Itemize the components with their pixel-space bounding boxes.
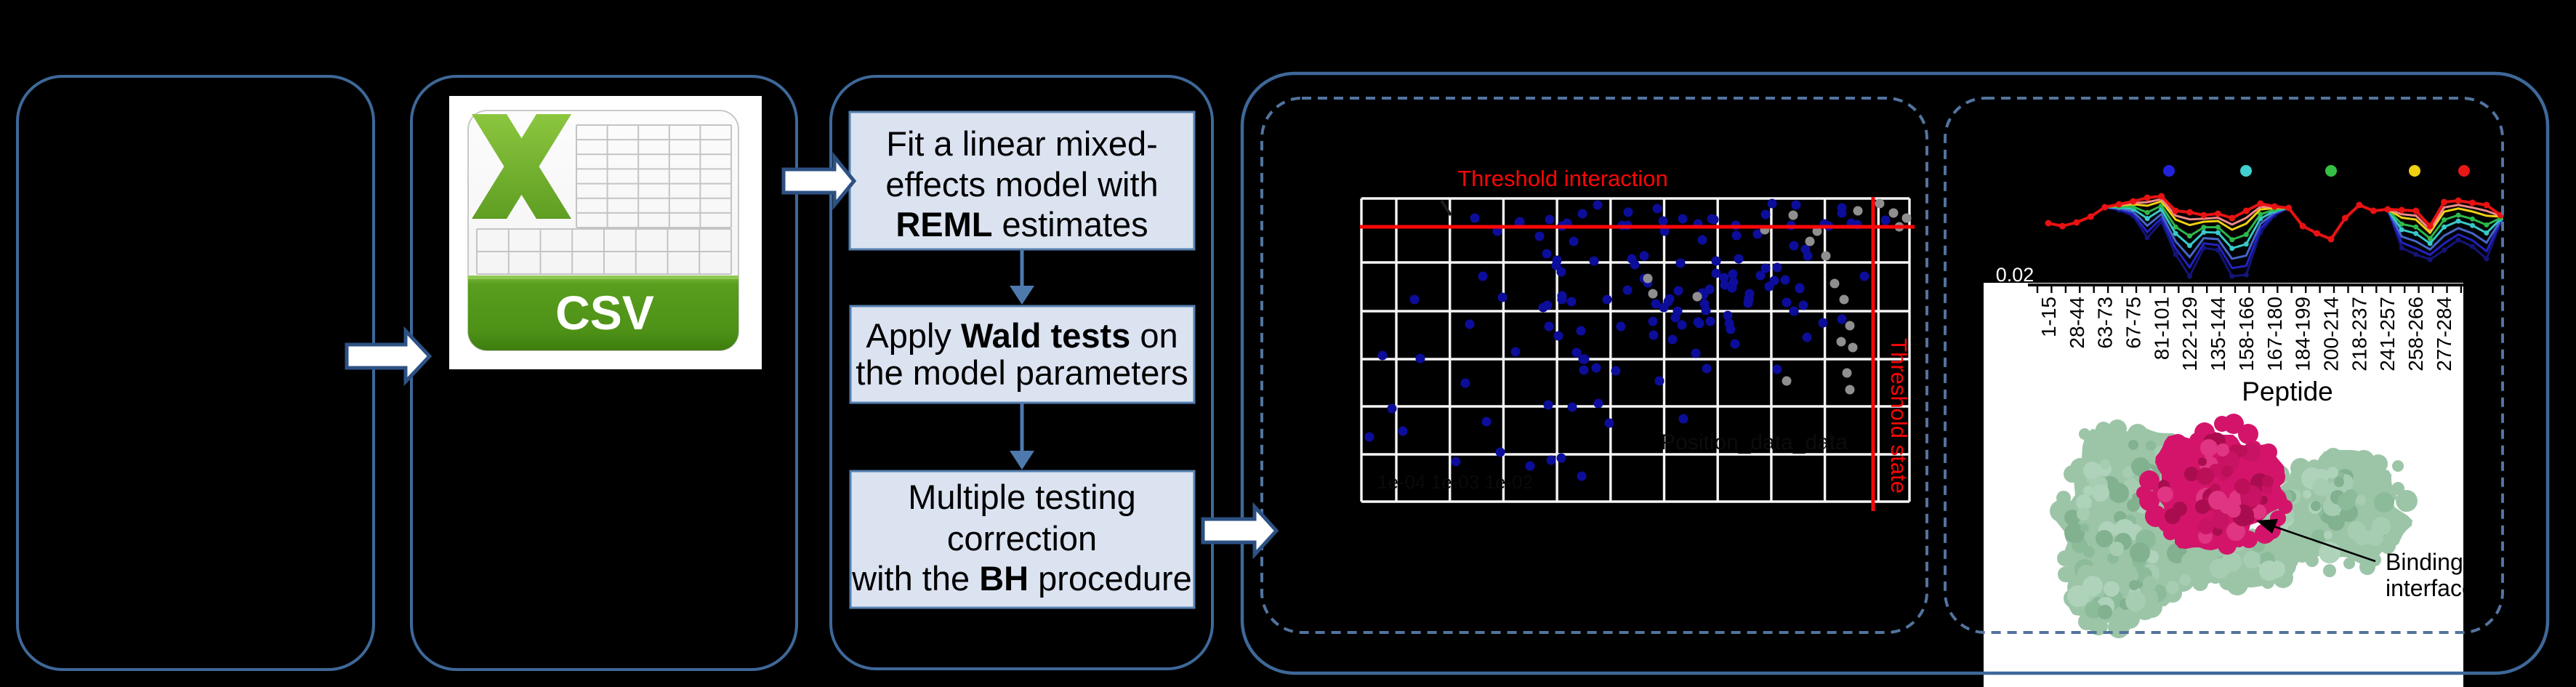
- svg-text:the model parameters: the model parameters: [856, 353, 1188, 392]
- svg-text:184-199: 184-199: [2292, 297, 2314, 371]
- svg-text:135-144: 135-144: [2207, 297, 2229, 371]
- svg-text:1-15: 1-15: [2037, 297, 2060, 337]
- svg-text:158-166: 158-166: [2235, 297, 2258, 371]
- svg-text:1e-04 1e-03 1e-02: 1e-04 1e-03 1e-02: [1377, 471, 1533, 493]
- svg-text:Apply Wald tests on: Apply Wald tests on: [866, 316, 1178, 355]
- svg-text:Peptide: Peptide: [2242, 377, 2333, 406]
- svg-text:CSV: CSV: [555, 286, 654, 340]
- svg-text:258-266: 258-266: [2404, 297, 2427, 371]
- svg-text:122-129: 122-129: [2178, 297, 2201, 371]
- svg-text:81-101: 81-101: [2150, 297, 2173, 360]
- svg-text:Fit a linear mixed-: Fit a linear mixed-: [886, 124, 1158, 163]
- svg-text:67-75: 67-75: [2122, 297, 2144, 349]
- svg-text:with the BH procedure: with the BH procedure: [851, 559, 1192, 598]
- svg-text:Binding: Binding: [2386, 549, 2463, 575]
- svg-text:Threshold interaction: Threshold interaction: [1457, 166, 1668, 191]
- svg-text:277-284: 277-284: [2433, 297, 2455, 371]
- svg-text:interface: interface: [2386, 575, 2475, 601]
- svg-text:63-73: 63-73: [2094, 297, 2117, 349]
- svg-text:218-237: 218-237: [2348, 297, 2370, 371]
- svg-text:Threshold state: Threshold state: [1886, 338, 1912, 494]
- svg-text:241-257: 241-257: [2376, 297, 2399, 371]
- svg-text:REML estimates: REML estimates: [895, 205, 1148, 244]
- svg-text:Position_data_data: Position_data_data: [1661, 430, 1848, 454]
- svg-text:correction: correction: [947, 519, 1097, 558]
- svg-text:Multiple testing: Multiple testing: [908, 478, 1136, 516]
- svg-text:200-214: 200-214: [2319, 297, 2342, 371]
- svg-text:0.02: 0.02: [1996, 264, 2034, 286]
- svg-text:effects model with: effects model with: [885, 165, 1158, 204]
- svg-text:167-180: 167-180: [2263, 297, 2286, 371]
- svg-text:28-44: 28-44: [2066, 297, 2088, 349]
